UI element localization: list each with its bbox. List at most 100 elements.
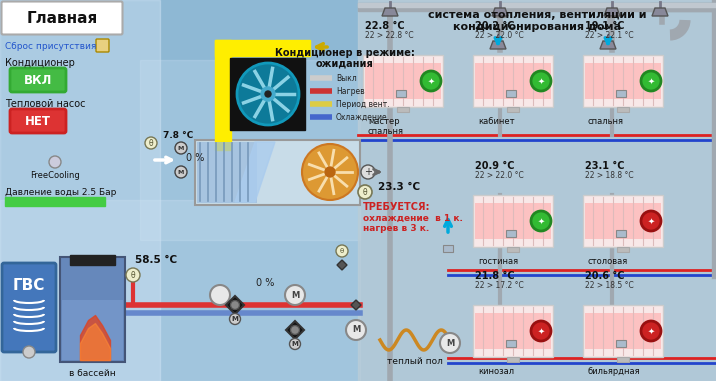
Bar: [0, 200, 360, 381]
Bar: [230, 58, 305, 130]
Polygon shape: [492, 8, 508, 16]
Text: 21.8 °C: 21.8 °C: [475, 271, 515, 281]
Text: спальня: спальня: [588, 117, 624, 126]
Circle shape: [302, 144, 358, 200]
Text: ✦: ✦: [538, 327, 544, 336]
Bar: [585, 203, 661, 239]
Circle shape: [421, 71, 441, 91]
Text: 20.6 °C: 20.6 °C: [585, 271, 624, 281]
Circle shape: [265, 91, 271, 97]
Bar: [585, 63, 661, 99]
Bar: [140, 60, 360, 240]
Circle shape: [289, 338, 301, 349]
Text: 22.8 °C: 22.8 °C: [365, 21, 405, 31]
Text: 22 > 17.2 °C: 22 > 17.2 °C: [475, 280, 523, 290]
Circle shape: [126, 268, 140, 282]
Bar: [473, 55, 553, 107]
Bar: [475, 313, 551, 349]
FancyBboxPatch shape: [1, 2, 122, 35]
Circle shape: [641, 71, 661, 91]
Circle shape: [440, 333, 460, 353]
Bar: [475, 203, 551, 239]
Circle shape: [531, 321, 551, 341]
Bar: [62, 300, 123, 360]
Text: Сброс присутствия: Сброс присутствия: [5, 42, 97, 51]
FancyBboxPatch shape: [10, 68, 66, 92]
Text: 23.1 °C: 23.1 °C: [585, 161, 624, 171]
Text: НЕТ: НЕТ: [25, 115, 51, 128]
Text: кинозал: кинозал: [478, 367, 514, 376]
Text: ✦: ✦: [427, 77, 435, 85]
Text: 0 %: 0 %: [256, 278, 274, 288]
Text: Выкл: Выкл: [336, 74, 357, 83]
Text: θ: θ: [131, 271, 135, 280]
Text: 22 > 22.1 °C: 22 > 22.1 °C: [585, 30, 634, 40]
Text: ✦: ✦: [647, 327, 654, 336]
Text: ✦: ✦: [647, 77, 654, 85]
Polygon shape: [382, 8, 398, 16]
Circle shape: [175, 142, 187, 154]
Bar: [358, 3, 716, 11]
Text: Охлаждение: Охлаждение: [336, 112, 387, 122]
Bar: [617, 107, 629, 112]
Text: Период вент.: Период вент.: [336, 99, 390, 109]
Text: θ: θ: [340, 248, 344, 254]
Text: бильярдная: бильярдная: [588, 367, 641, 376]
Bar: [60, 257, 125, 362]
Bar: [473, 305, 553, 357]
Bar: [475, 63, 551, 99]
Bar: [215, 40, 231, 150]
Bar: [507, 357, 519, 362]
Text: 22 > 22.0 °C: 22 > 22.0 °C: [475, 171, 523, 179]
Text: θ: θ: [149, 139, 153, 147]
Circle shape: [641, 211, 661, 231]
Text: Нагрев: Нагрев: [336, 86, 364, 96]
Text: в бассейн: в бассейн: [69, 368, 115, 378]
Text: Кондиционер в режиме:: Кондиционер в режиме:: [275, 48, 415, 58]
Circle shape: [346, 320, 366, 340]
Text: M: M: [352, 325, 360, 335]
Text: охлаждение  в 1 к.: охлаждение в 1 к.: [363, 213, 463, 223]
Bar: [583, 305, 663, 357]
Text: 0 %: 0 %: [186, 153, 204, 163]
Text: гостиная: гостиная: [478, 257, 518, 266]
Bar: [473, 195, 553, 247]
Bar: [506, 340, 516, 347]
Circle shape: [231, 301, 239, 309]
Text: ожидания: ожидания: [316, 58, 374, 68]
Bar: [617, 247, 629, 252]
Bar: [0, 0, 160, 381]
Bar: [616, 340, 626, 347]
Text: ✦: ✦: [538, 77, 544, 85]
Circle shape: [230, 314, 241, 325]
Polygon shape: [226, 296, 244, 314]
FancyBboxPatch shape: [10, 109, 66, 133]
Bar: [506, 230, 516, 237]
Circle shape: [285, 285, 305, 305]
Bar: [396, 90, 406, 97]
Bar: [215, 40, 310, 56]
Bar: [507, 247, 519, 252]
Bar: [616, 90, 626, 97]
Bar: [607, 11, 617, 17]
Text: 23.3 °C: 23.3 °C: [378, 182, 420, 192]
Circle shape: [361, 165, 375, 179]
Circle shape: [531, 71, 551, 91]
Polygon shape: [652, 8, 668, 16]
Text: FreeCooling: FreeCooling: [30, 171, 80, 179]
Bar: [195, 140, 360, 205]
Circle shape: [531, 211, 551, 231]
Circle shape: [261, 87, 275, 101]
Text: M: M: [291, 290, 299, 299]
Text: ГВС: ГВС: [13, 277, 45, 293]
Text: кондиционирования дома: кондиционирования дома: [453, 22, 621, 32]
Text: кабинет: кабинет: [478, 117, 515, 126]
Text: ✦: ✦: [538, 216, 544, 226]
Circle shape: [145, 137, 157, 149]
Circle shape: [358, 185, 372, 199]
Text: 22 > 22.0 °C: 22 > 22.0 °C: [475, 30, 523, 40]
FancyBboxPatch shape: [2, 263, 56, 352]
Circle shape: [336, 245, 348, 257]
Text: Кондиционер: Кондиционер: [5, 58, 75, 68]
Bar: [358, 0, 716, 381]
